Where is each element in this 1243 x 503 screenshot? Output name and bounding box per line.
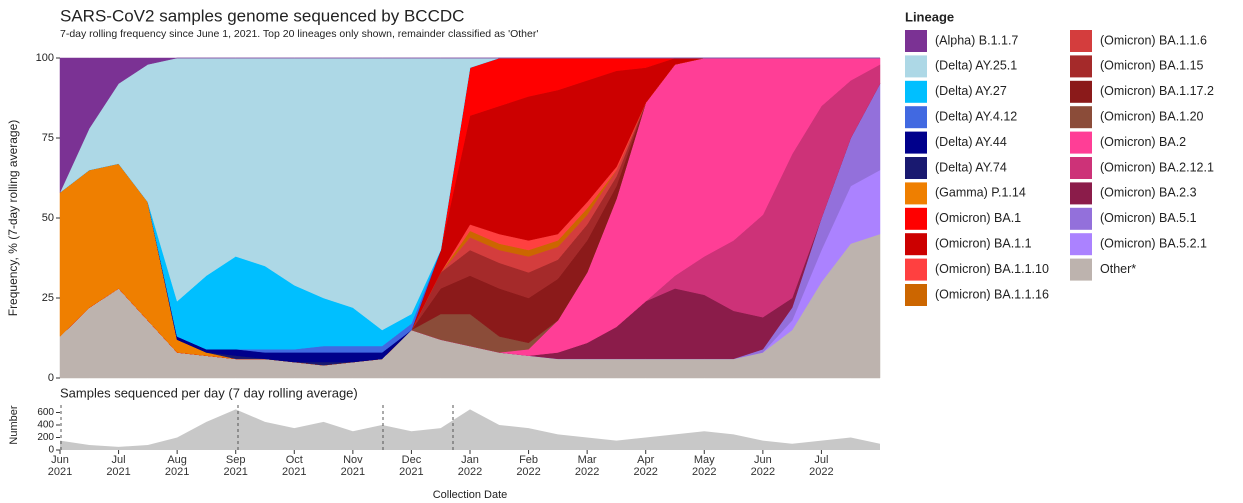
y-axis-label: Frequency, % (7-day rolling average) (6, 120, 20, 317)
legend-label: (Delta) AY.27 (935, 84, 1007, 98)
legend-swatch (1070, 182, 1092, 205)
legend-label: (Delta) AY.44 (935, 135, 1007, 149)
x-tick-label: Jun 2021 (47, 454, 73, 478)
legend-label: (Omicron) BA.2 (1100, 135, 1186, 149)
legend-swatch (905, 30, 927, 52)
legend-swatch (1070, 258, 1092, 281)
legend-swatch (905, 258, 927, 281)
legend-label: (Delta) AY.4.12 (935, 109, 1017, 123)
legend-swatch (1070, 30, 1092, 52)
legend-label: (Omicron) BA.2.12.1 (1100, 160, 1214, 174)
legend-swatch (1070, 207, 1092, 230)
reference-lines (60, 405, 454, 450)
legend-swatch (905, 131, 927, 154)
x-tick-label: Aug 2021 (164, 454, 190, 478)
y-tick-label: 0 (48, 445, 54, 456)
chart-subtitle: 7-day rolling frequency since June 1, 20… (60, 28, 538, 40)
x-tick-label: Oct 2021 (282, 454, 307, 478)
y-tick-label: 0 (48, 372, 54, 384)
y-tick-label: 50 (42, 212, 54, 224)
legend-label: (Omicron) BA.1.20 (1100, 109, 1204, 123)
chart-title: SARS-CoV2 samples genome sequenced by BC… (60, 6, 464, 25)
legend-label: (Omicron) BA.1.1.6 (1100, 33, 1207, 47)
legend-label: (Omicron) BA.1.15 (1100, 59, 1204, 73)
x-tick-label: Apr 2022 (633, 454, 658, 478)
legend-label: (Omicron) BA.1.1.10 (935, 262, 1049, 276)
legend-swatch (1070, 106, 1092, 129)
x-tick-label: Jul 2021 (106, 454, 131, 478)
y-tick-label: 100 (36, 52, 54, 64)
x-tick-label: Dec 2021 (399, 454, 424, 478)
y-axis-label: Number (8, 405, 20, 444)
legend-title: Lineage (905, 9, 954, 24)
legend-label: (Omicron) BA.5.1 (1100, 211, 1197, 225)
y-tick-label: 400 (37, 420, 54, 431)
legend-label: (Omicron) BA.1.1 (935, 236, 1032, 250)
y-tick-label: 25 (42, 292, 54, 304)
legend-label: (Omicron) BA.5.2.1 (1100, 236, 1207, 250)
x-axis-label: Collection Date (433, 489, 508, 501)
legend-swatch (905, 207, 927, 230)
legend-label: Other* (1100, 262, 1136, 276)
y-tick-label: 75 (42, 132, 54, 144)
x-tick-label: Jul 2022 (809, 454, 834, 478)
legend-swatch (1070, 131, 1092, 154)
area (59, 57, 880, 193)
legend-swatch (905, 80, 927, 103)
x-tick-label: Sep 2021 (223, 454, 248, 478)
legend-swatch (1070, 157, 1092, 179)
legend-label: (Omicron) BA.1.17.2 (1100, 84, 1214, 98)
x-tick-label: Feb 2022 (516, 454, 541, 478)
legend-label: (Alpha) B.1.1.7 (935, 33, 1018, 47)
legend-label: (Omicron) BA.1 (935, 211, 1021, 225)
legend-swatch (1070, 233, 1092, 256)
legend-swatch (1070, 80, 1092, 103)
legend-swatch (905, 284, 927, 306)
legend-label: (Omicron) BA.2.3 (1100, 186, 1197, 200)
x-tick-label: Jun 2022 (750, 454, 776, 478)
legend-swatch (905, 233, 927, 256)
legend-label: (Delta) AY.25.1 (935, 59, 1017, 73)
sub-chart-title: Samples sequenced per day (7 day rolling… (60, 385, 358, 400)
x-tick-label: Nov 2021 (340, 454, 366, 478)
x-tick-label: Jan 2022 (457, 454, 483, 478)
legend-swatch (905, 55, 927, 78)
x-tick-label: May 2022 (692, 454, 717, 478)
legend-swatch (905, 106, 927, 129)
legend-swatch (905, 182, 927, 205)
y-tick-label: 200 (37, 432, 54, 443)
legend-label: (Gamma) P.1.14 (935, 186, 1026, 200)
x-tick-label: Mar 2022 (574, 454, 600, 478)
legend-label: (Delta) AY.74 (935, 160, 1007, 174)
legend-label: (Omicron) BA.1.1.16 (935, 287, 1049, 301)
legend-swatch (1070, 55, 1092, 78)
legend-swatch (905, 157, 927, 179)
y-tick-label: 600 (37, 407, 54, 418)
area (60, 409, 880, 450)
